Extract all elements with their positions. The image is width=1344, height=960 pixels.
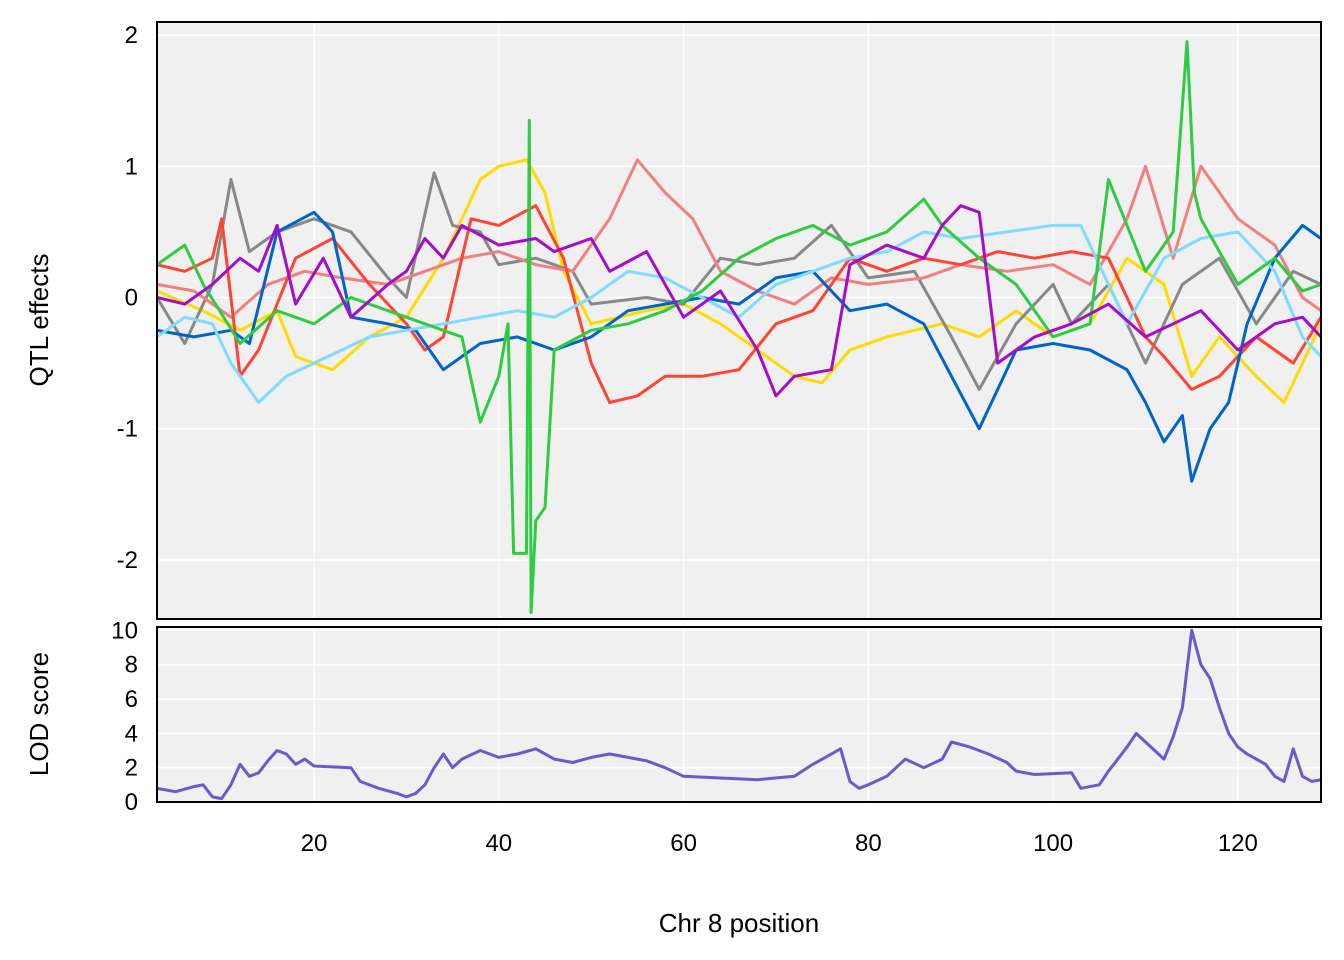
- effects-y-tick-labels: -2 -1 0 1 2: [117, 22, 138, 574]
- effects-series-line-1: [157, 158, 1321, 404]
- lod-panel: 0 2 4 6 8 10 20 40 60 80 100 120 LOD score Chr 8 p…: [24, 617, 1322, 938]
- lod-y-tick-label: 6: [125, 686, 138, 713]
- effects-y-tick-label: -2: [117, 547, 138, 574]
- x-tick-label: 120: [1218, 830, 1258, 857]
- effects-plot-border: [156, 21, 1322, 620]
- lod-y-axis-label: LOD score: [24, 652, 54, 776]
- lod-y-tick-label: 2: [125, 755, 138, 782]
- lod-y-tick-label: 0: [125, 789, 138, 816]
- effects-series-group: [157, 40, 1321, 614]
- lod-y-tick-label: 8: [125, 652, 138, 679]
- x-tick-label: 100: [1033, 830, 1073, 857]
- x-tick-label: 40: [485, 830, 512, 857]
- lod-y-tick-labels: 0 2 4 6 8 10: [111, 617, 138, 816]
- x-tick-label: 20: [301, 830, 328, 857]
- effects-y-tick-label: 2: [125, 22, 138, 49]
- effects-panel: -2 -1 0 1 2 QTL effects: [24, 21, 1322, 620]
- effects-y-axis-label: QTL effects: [24, 254, 54, 387]
- x-axis-label: Chr 8 position: [659, 908, 819, 938]
- lod-series-line-1: [157, 628, 1321, 801]
- x-tick-label: 60: [670, 830, 697, 857]
- x-tick-label: 80: [855, 830, 882, 857]
- effects-y-tick-label: 1: [125, 153, 138, 180]
- effects-series-line-7: [157, 40, 1321, 614]
- lod-y-tick-label: 4: [125, 720, 138, 747]
- lod-plot-background: [157, 627, 1321, 802]
- x-tick-labels: 20 40 60 80 100 120: [301, 830, 1258, 857]
- lod-series-group: [157, 628, 1321, 801]
- lod-y-tick-label: 10: [111, 617, 138, 644]
- effects-series-line-3: [157, 158, 1321, 319]
- effects-series-line-8: [157, 204, 1321, 398]
- effects-y-tick-label: -1: [117, 416, 138, 443]
- lod-plot-border: [156, 626, 1322, 803]
- effects-series-line-6: [157, 223, 1321, 404]
- effects-y-tick-label: 0: [125, 285, 138, 312]
